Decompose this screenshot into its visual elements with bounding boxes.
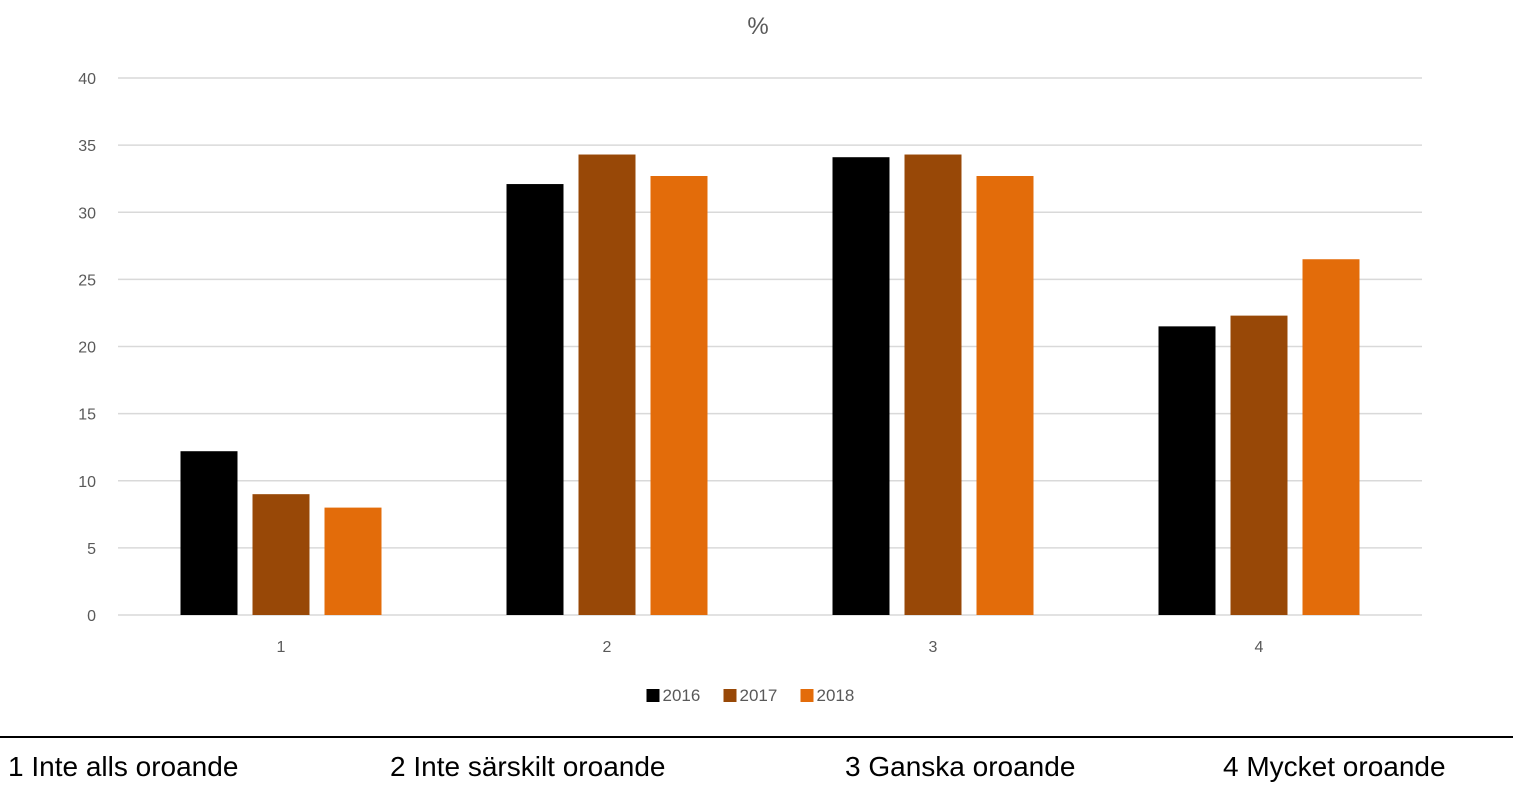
bar-2017-cat-4 — [1230, 315, 1288, 615]
gridlines — [118, 77, 1422, 616]
bar-2016-cat-3 — [832, 157, 890, 615]
y-tick-label: 15 — [78, 407, 96, 424]
bar-2016-cat-4 — [1158, 326, 1216, 615]
y-tick-label: 5 — [87, 541, 96, 558]
category-description-3: 3 Ganska oroande — [845, 751, 1076, 782]
legend: 2016 2017 2018 — [646, 686, 855, 705]
bar-2018-cat-4 — [1302, 259, 1360, 615]
bar-2017-cat-2 — [578, 154, 636, 615]
bar-2017-cat-1 — [252, 494, 310, 615]
x-axis-ticks: 1 2 3 4 — [277, 639, 1264, 656]
y-tick-label: 30 — [78, 205, 96, 222]
x-tick-label: 4 — [1255, 639, 1264, 656]
y-tick-label: 40 — [78, 71, 96, 88]
bar-2016-cat-2 — [506, 184, 564, 615]
category-description-1: 1 Inte alls oroande — [8, 751, 239, 782]
legend-label-2017: 2017 — [740, 686, 778, 705]
x-tick-label: 3 — [929, 639, 938, 656]
x-tick-label: 1 — [277, 639, 286, 656]
legend-label-2016: 2016 — [663, 686, 701, 705]
legend-swatch-2018 — [800, 689, 814, 702]
y-tick-label: 20 — [78, 340, 96, 357]
bar-2016-cat-1 — [180, 451, 238, 615]
divider — [0, 736, 1513, 738]
bar-2017-cat-3 — [904, 154, 962, 615]
bar-2018-cat-1 — [324, 507, 382, 615]
legend-swatch-2017 — [723, 689, 737, 702]
bar-2018-cat-2 — [650, 176, 708, 615]
bars — [180, 154, 1360, 615]
y-tick-label: 10 — [78, 474, 96, 491]
y-tick-label: 35 — [78, 138, 96, 155]
legend-swatch-2016 — [646, 689, 660, 702]
legend-label-2018: 2018 — [817, 686, 855, 705]
bar-2018-cat-3 — [976, 176, 1034, 615]
category-description-4: 4 Mycket oroande — [1223, 751, 1446, 782]
y-axis-ticks: 0 5 10 15 20 25 30 35 40 — [78, 71, 96, 625]
y-tick-label: 25 — [78, 272, 96, 289]
x-tick-label: 2 — [603, 639, 612, 656]
category-description-2: 2 Inte särskilt oroande — [390, 751, 666, 782]
bar-chart: % 0 5 10 15 20 25 30 35 40 1 2 3 4 2016 2017 2018 — [78, 13, 1422, 705]
y-tick-label: 0 — [87, 608, 96, 625]
chart-title: % — [747, 13, 768, 40]
